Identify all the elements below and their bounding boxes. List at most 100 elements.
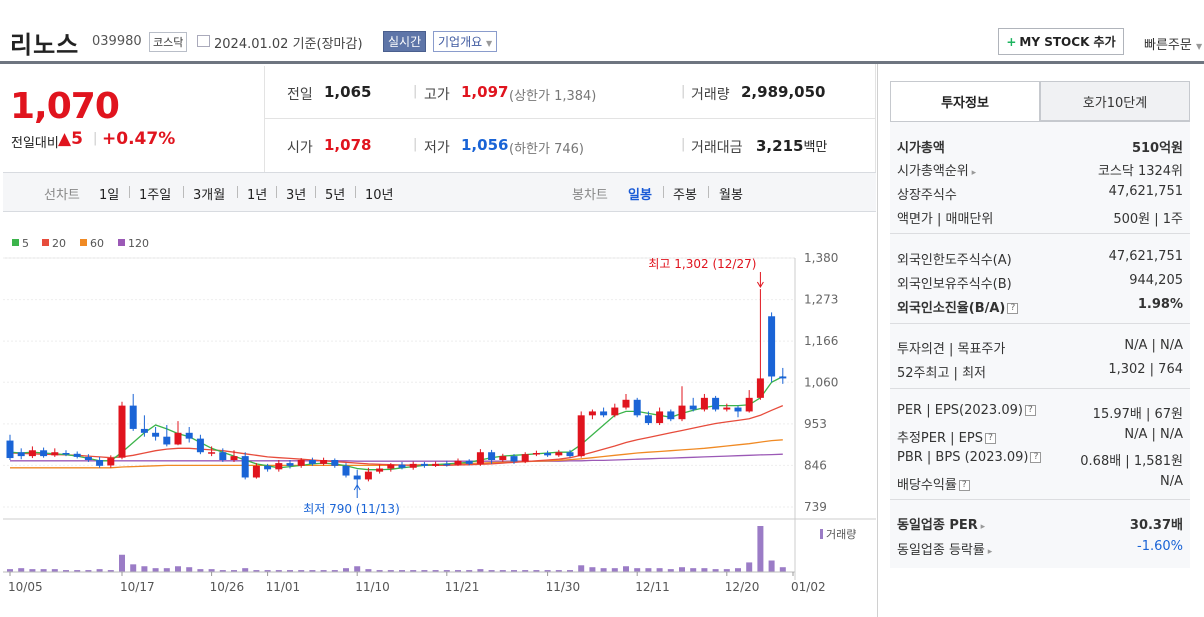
period-1w[interactable]: 1주일 <box>139 188 172 203</box>
invest-value: 코스닥 1324위 <box>1097 164 1183 179</box>
candle <box>667 411 675 420</box>
candle <box>622 399 630 408</box>
candle <box>230 456 238 460</box>
candle <box>353 475 361 480</box>
candle <box>286 463 294 466</box>
invest-label[interactable]: 시가총액순위 ▸ <box>897 164 977 179</box>
volume-bar <box>533 570 540 572</box>
x-tick-label: 10/05 <box>8 580 43 594</box>
candle <box>409 463 417 468</box>
x-tick-label: 11/10 <box>355 580 390 594</box>
candle <box>264 465 272 470</box>
help-icon[interactable]: ? <box>1007 303 1019 314</box>
candle <box>140 428 148 433</box>
candle <box>779 376 787 379</box>
prev-close-value: 1,065 <box>324 83 372 101</box>
candle <box>476 452 484 464</box>
tab-invest-info[interactable]: 투자정보 <box>890 81 1040 121</box>
x-tick-label: 11/30 <box>546 580 581 594</box>
period-daily[interactable]: 일봉 <box>628 188 652 203</box>
volume-bar <box>175 566 181 572</box>
plus-icon: + <box>1006 34 1017 49</box>
moving-average-ma5 <box>9 375 784 471</box>
volume-bar <box>623 566 629 572</box>
company-info-dropdown[interactable]: 기업개요 ▼ <box>433 31 498 52</box>
volume-bar <box>634 568 641 572</box>
quick-order-dropdown[interactable]: 빠른주문 ▼ <box>1144 38 1203 53</box>
open-value: 1,078 <box>324 136 372 154</box>
chevron-right-icon: ▸ <box>977 522 986 532</box>
divider <box>276 186 277 198</box>
invest-label[interactable]: 동일업종 등락률 ▸ <box>897 543 993 558</box>
divider: | <box>681 137 686 152</box>
invest-value: 1.98% <box>1137 297 1183 312</box>
candle <box>208 452 216 454</box>
help-icon[interactable]: ? <box>1030 452 1042 463</box>
candle <box>196 438 204 453</box>
legend-label: 20 <box>52 237 66 250</box>
invest-value: N/A <box>1160 474 1183 489</box>
help-icon[interactable]: ? <box>984 433 996 444</box>
y-tick-label: 1,060 <box>804 375 838 389</box>
volume-bar <box>578 565 585 572</box>
volume-bar <box>611 568 618 572</box>
divider: | <box>413 84 418 99</box>
help-icon[interactable]: ? <box>958 480 970 491</box>
line-chart-label: 선차트 <box>44 188 80 203</box>
add-mystock-button[interactable]: + MY STOCK 추가 <box>998 28 1124 55</box>
volume-value: 2,989,050 <box>741 83 826 101</box>
volume-bar <box>264 570 271 572</box>
high-arrow-head <box>756 281 764 288</box>
period-monthly[interactable]: 월봉 <box>719 188 743 203</box>
legend-swatch <box>80 239 87 246</box>
candle <box>73 453 81 457</box>
invest-value: 30.37배 <box>1129 518 1183 533</box>
candle <box>84 456 92 460</box>
volume-bar <box>511 570 517 572</box>
candle <box>275 463 283 470</box>
candle <box>577 415 585 457</box>
volume-bar <box>107 570 114 572</box>
volume-bar <box>645 568 652 572</box>
volume-bar <box>555 570 562 572</box>
candle <box>432 463 440 466</box>
period-3y[interactable]: 3년 <box>286 188 307 203</box>
volume-bar <box>287 570 293 572</box>
period-10y[interactable]: 10년 <box>365 188 394 203</box>
volume-bar <box>74 570 81 572</box>
volume-bar <box>667 569 674 572</box>
volume-bar <box>320 570 327 572</box>
candle <box>768 316 776 377</box>
x-tick-label: 12/20 <box>725 580 760 594</box>
period-1y[interactable]: 1년 <box>247 188 268 203</box>
legend-swatch <box>118 239 125 246</box>
period-3m[interactable]: 3개월 <box>193 188 226 203</box>
invest-label: 투자의견 | 목표주가 <box>897 342 1006 357</box>
divider <box>708 186 709 198</box>
help-icon[interactable]: ? <box>1024 405 1036 416</box>
volume-label: 거래량 <box>691 87 730 103</box>
volume-bar <box>141 566 148 572</box>
period-weekly[interactable]: 주봉 <box>673 188 697 203</box>
high-label: 고가 <box>424 87 450 103</box>
period-5y[interactable]: 5년 <box>325 188 346 203</box>
amount-label: 거래대금 <box>691 140 743 156</box>
low-annotation: 최저 790 (11/13) <box>303 502 400 516</box>
invest-value: N/A | N/A <box>1124 338 1183 353</box>
candle <box>320 459 328 464</box>
tab-orderbook[interactable]: 호가10단계 <box>1040 81 1190 121</box>
invest-label[interactable]: 동일업종 PER ▸ <box>897 518 986 533</box>
chevron-down-icon: ▼ <box>486 39 493 48</box>
candle <box>734 407 742 412</box>
change-percent: +0.47% <box>102 129 176 149</box>
candle <box>465 460 473 464</box>
candle <box>96 459 104 466</box>
volume-bar <box>690 568 697 572</box>
current-price: 1,070 <box>10 86 120 127</box>
volume-bar <box>119 554 125 572</box>
divider <box>264 66 265 172</box>
divider <box>890 388 1190 389</box>
realtime-button[interactable]: 실시간 <box>383 31 427 52</box>
candle <box>28 450 36 457</box>
period-1d[interactable]: 1일 <box>99 188 120 203</box>
